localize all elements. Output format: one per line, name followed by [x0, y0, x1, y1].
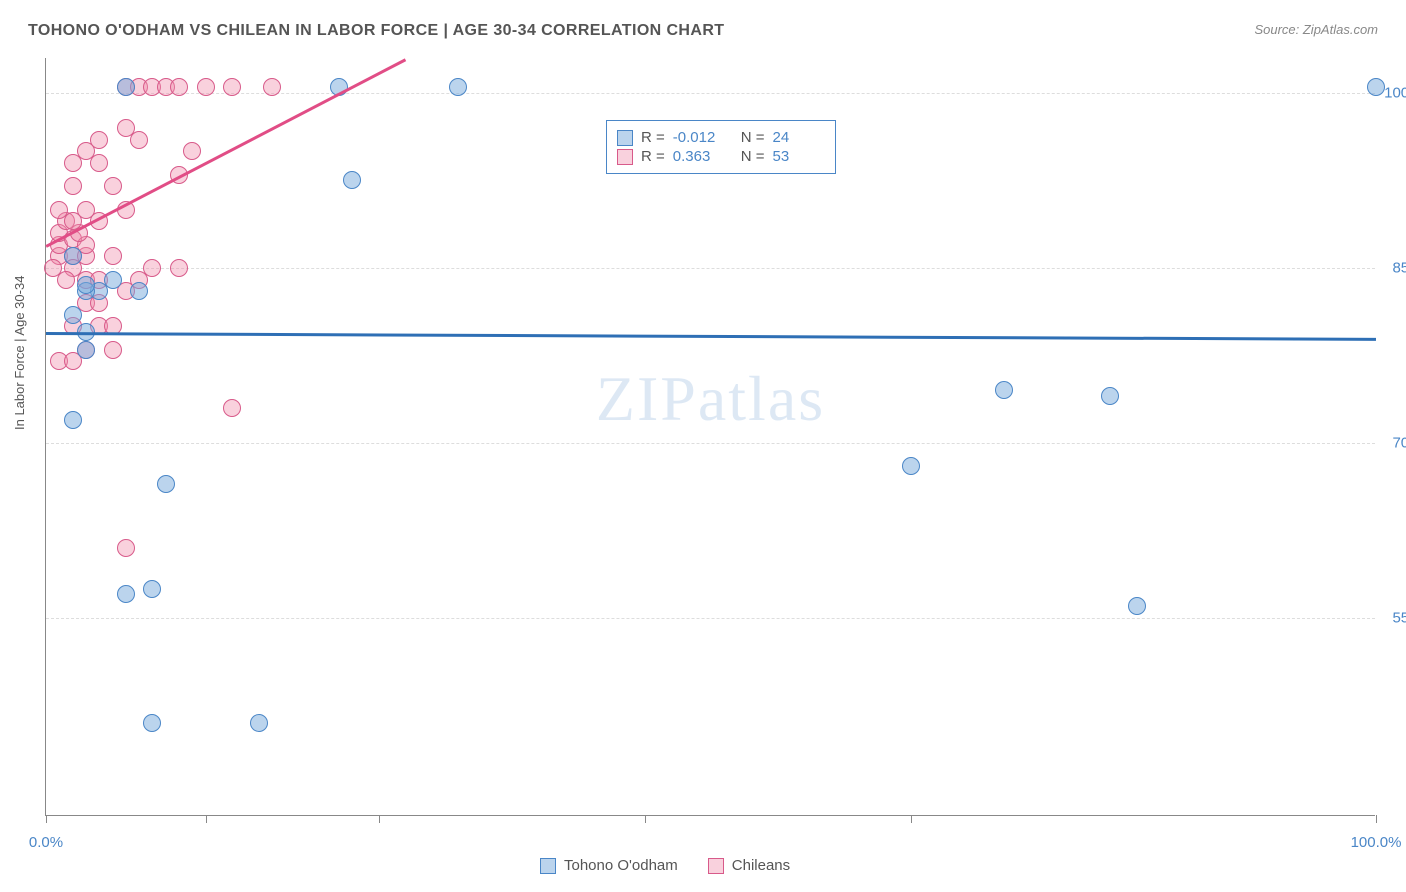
scatter-point: [263, 78, 281, 96]
scatter-point: [77, 341, 95, 359]
gridline: [46, 443, 1375, 444]
x-tick: [379, 815, 380, 823]
scatter-point: [1367, 78, 1385, 96]
scatter-point: [183, 142, 201, 160]
x-tick-label: 100.0%: [1351, 834, 1402, 851]
trendline-blue: [46, 332, 1376, 340]
scatter-point: [104, 177, 122, 195]
scatter-point: [50, 201, 68, 219]
legend-swatch-pink: [617, 149, 633, 165]
scatter-point: [104, 341, 122, 359]
scatter-point: [170, 259, 188, 277]
scatter-point: [143, 580, 161, 598]
r-value-blue: -0.012: [673, 129, 727, 146]
legend-swatch-blue-icon: [540, 858, 556, 874]
x-tick-label: 0.0%: [29, 834, 63, 851]
scatter-point: [104, 247, 122, 265]
scatter-point: [90, 131, 108, 149]
r-label: R =: [641, 148, 665, 165]
scatter-point: [343, 171, 361, 189]
scatter-point: [250, 714, 268, 732]
x-tick: [911, 815, 912, 823]
y-tick-label: 85.0%: [1392, 259, 1406, 276]
scatter-point: [64, 411, 82, 429]
y-tick-label: 70.0%: [1392, 434, 1406, 451]
scatter-point: [44, 259, 62, 277]
x-tick: [645, 815, 646, 823]
scatter-point: [995, 381, 1013, 399]
scatter-point: [117, 585, 135, 603]
scatter-point: [223, 78, 241, 96]
scatter-point: [64, 247, 82, 265]
scatter-point: [77, 276, 95, 294]
n-label: N =: [741, 148, 765, 165]
scatter-point: [449, 78, 467, 96]
legend-item-blue: Tohono O'odham: [540, 857, 678, 874]
scatter-point: [130, 131, 148, 149]
scatter-point: [117, 539, 135, 557]
scatter-point: [117, 78, 135, 96]
chart-container: TOHONO O'ODHAM VS CHILEAN IN LABOR FORCE…: [0, 0, 1406, 892]
legend-row-pink: R = 0.363 N = 53: [617, 148, 825, 165]
scatter-point: [902, 457, 920, 475]
y-axis-label: In Labor Force | Age 30-34: [12, 276, 27, 430]
x-tick: [206, 815, 207, 823]
n-label: N =: [741, 129, 765, 146]
chart-title: TOHONO O'ODHAM VS CHILEAN IN LABOR FORCE…: [28, 22, 724, 40]
scatter-point: [197, 78, 215, 96]
scatter-point: [64, 177, 82, 195]
n-value-blue: 24: [773, 129, 790, 146]
series-legend: Tohono O'odham Chileans: [540, 857, 790, 874]
watermark: ZIPatlas: [596, 362, 825, 436]
legend-label-pink: Chileans: [732, 857, 790, 874]
scatter-point: [64, 154, 82, 172]
y-tick-label: 100.0%: [1384, 84, 1406, 101]
watermark-zip: ZIP: [596, 363, 698, 434]
legend-label-blue: Tohono O'odham: [564, 857, 678, 874]
watermark-atlas: atlas: [698, 363, 825, 434]
correlation-legend: R = -0.012 N = 24 R = 0.363 N = 53: [606, 120, 836, 174]
gridline: [46, 618, 1375, 619]
n-value-pink: 53: [773, 148, 790, 165]
scatter-point: [130, 282, 148, 300]
scatter-point: [1101, 387, 1119, 405]
scatter-point: [64, 306, 82, 324]
scatter-point: [143, 714, 161, 732]
x-tick: [46, 815, 47, 823]
legend-swatch-pink-icon: [708, 858, 724, 874]
legend-row-blue: R = -0.012 N = 24: [617, 129, 825, 146]
source-label: Source: ZipAtlas.com: [1254, 22, 1378, 37]
legend-item-pink: Chileans: [708, 857, 790, 874]
legend-swatch-blue: [617, 130, 633, 146]
scatter-point: [170, 78, 188, 96]
r-value-pink: 0.363: [673, 148, 727, 165]
scatter-point: [1128, 597, 1146, 615]
scatter-point: [223, 399, 241, 417]
scatter-point: [104, 271, 122, 289]
x-tick: [1376, 815, 1377, 823]
plot-area: ZIPatlas R = -0.012 N = 24 R = 0.363 N =…: [45, 58, 1375, 816]
gridline: [46, 93, 1375, 94]
r-label: R =: [641, 129, 665, 146]
y-tick-label: 55.0%: [1392, 609, 1406, 626]
scatter-point: [157, 475, 175, 493]
gridline: [46, 268, 1375, 269]
